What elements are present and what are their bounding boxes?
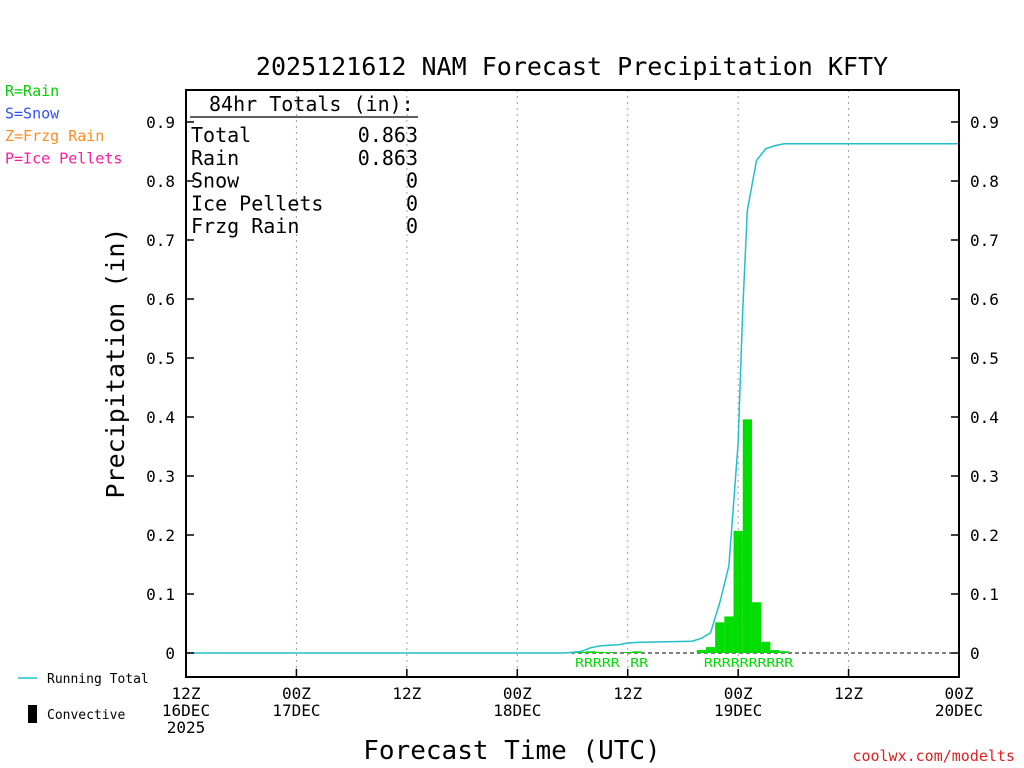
precip-bar — [632, 651, 642, 653]
y-tick-label-left: 0.5 — [146, 349, 175, 368]
precip-type-legend-entry: S=Snow — [5, 105, 60, 123]
y-axis-title: Precipitation (in) — [101, 228, 130, 499]
x-tick-label: 12Z — [392, 684, 421, 703]
y-tick-label-left: 0.2 — [146, 526, 175, 545]
precip-bar — [586, 651, 596, 653]
series-legend-label: Convective — [47, 708, 125, 723]
y-tick-label-right: 0.8 — [970, 172, 999, 191]
x-axis-title: Forecast Time (UTC) — [363, 736, 660, 766]
y-tick-label-right: 0.9 — [970, 113, 999, 132]
precip-type-labels: RRRRRRRRRR — [704, 656, 794, 670]
precip-bar — [715, 622, 725, 653]
x-tick-label: 00Z — [724, 684, 753, 703]
totals-row-label: Ice Pellets — [191, 191, 323, 215]
x-tick-label: 12Z — [172, 684, 201, 703]
totals-box: 84hr Totals (in): Total 0.863 Rain 0.863 Snow… — [190, 92, 418, 238]
y-tick-label-right: 0.2 — [970, 526, 999, 545]
totals-row-label: Snow — [191, 169, 240, 193]
x-tick-label: 00Z — [945, 684, 974, 703]
y-tick-label-right: 0.6 — [970, 290, 999, 309]
precip-bar — [595, 651, 605, 653]
y-tick-label-left: 0.7 — [146, 231, 175, 250]
totals-row-label: Rain — [191, 146, 239, 170]
x-tick-label: 20DEC — [935, 701, 983, 720]
x-tick-label: 12Z — [834, 684, 863, 703]
y-tick-label-right: 0.3 — [970, 467, 999, 486]
totals-row-value: 0 — [406, 191, 418, 215]
x-tick-label: 00Z — [282, 684, 311, 703]
y-tick-label-left: 0.3 — [146, 467, 175, 486]
running-total-line — [186, 143, 959, 654]
precip-bar — [623, 652, 633, 653]
x-tick-label: 17DEC — [272, 701, 320, 720]
totals-row-value: 0.863 — [358, 123, 418, 147]
totals-row-value: 0.863 — [358, 146, 418, 170]
precip-bar — [724, 616, 734, 653]
y-tick-label-right: 0.5 — [970, 349, 999, 368]
x-tick-label: 2025 — [167, 718, 206, 737]
y-tick-label-right: 0.1 — [970, 585, 999, 604]
y-tick-label-left: 0.4 — [146, 408, 175, 427]
y-tick-label-right: 0.4 — [970, 408, 999, 427]
series-legend-label: Running Total — [47, 672, 149, 687]
precip-type-legend-entry: R=Rain — [5, 82, 59, 100]
legends: R=Rain S=Snow Z=Frzg Rain P=Ice Pellets Runn… — [5, 82, 149, 723]
precip-bar — [604, 652, 614, 653]
precip-bar — [696, 650, 706, 653]
y-tick-label-right: 0 — [970, 644, 980, 663]
x-tick-label: 18DEC — [493, 701, 541, 720]
y-tick-label-left: 0.1 — [146, 585, 175, 604]
x-tick-label: 12Z — [613, 684, 642, 703]
plot-frame — [185, 89, 960, 678]
precip-bar — [779, 651, 789, 653]
x-tick-label: 00Z — [503, 684, 532, 703]
totals-header: 84hr Totals (in): — [209, 92, 414, 116]
precip-type-labels: RRRRR — [575, 656, 621, 670]
totals-row-value: 0 — [406, 214, 418, 238]
precip-bar — [705, 647, 716, 653]
running-total-series — [186, 143, 959, 654]
x-tick-label: 16DEC — [162, 701, 210, 720]
precip-bar — [751, 602, 762, 653]
totals-row-label: Frzg Rain — [191, 214, 299, 238]
precip-type-legend-entry: Z=Frzg Rain — [5, 127, 104, 145]
precip-bar — [761, 641, 771, 653]
convective-legend-swatch — [28, 705, 37, 723]
x-tick-label: 19DEC — [714, 701, 762, 720]
grid-lines — [186, 90, 959, 677]
precip-type-labels: RR — [630, 656, 649, 670]
precip-type-legend-entry: P=Ice Pellets — [5, 150, 122, 168]
y-tick-label-left: 0 — [165, 644, 175, 663]
precip-bar — [577, 651, 587, 653]
y-tick-label-left: 0.9 — [146, 113, 175, 132]
totals-row-value: 0 — [406, 169, 418, 193]
y-tick-label-right: 0.7 — [970, 231, 999, 250]
axes — [185, 89, 960, 678]
y-tick-label-left: 0.6 — [146, 290, 175, 309]
precip-bar — [770, 650, 780, 653]
credit-text: coolwx.com/modelts — [852, 747, 1015, 765]
chart-title: 2025121612 NAM Forecast Precipitation KF… — [256, 52, 888, 81]
precip-bars — [567, 419, 789, 653]
totals-row-label: Total — [191, 123, 251, 147]
precip-bar — [733, 530, 743, 653]
y-tick-label-left: 0.8 — [146, 172, 175, 191]
precip-bar — [742, 419, 752, 653]
